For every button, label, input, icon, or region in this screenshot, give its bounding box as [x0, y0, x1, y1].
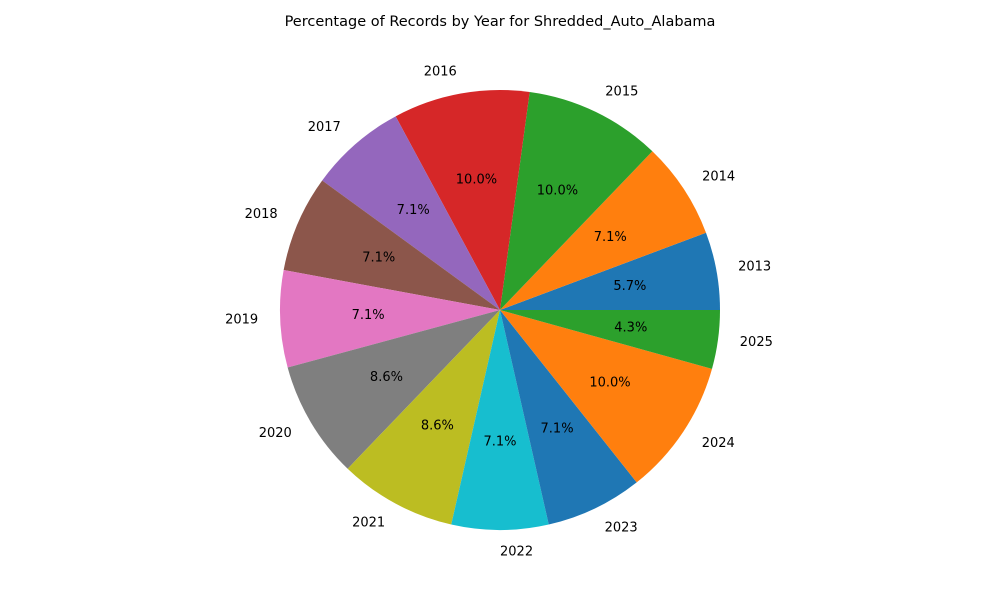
percent-label-2017: 7.1% — [397, 203, 430, 218]
percent-label-2013: 5.7% — [613, 279, 646, 294]
percent-labels: 5.7% 7.1% 10.0% 10.0% 7.1% 7.1% 7.1% 8.6% 8.6% 7.… — [352, 173, 648, 450]
percent-label-2021: 8.6% — [421, 419, 454, 434]
percent-label-2025: 4.3% — [614, 320, 647, 335]
pie-slice-2015 — [500, 92, 653, 310]
percent-label-2014: 7.1% — [594, 230, 627, 245]
percent-label-2022: 7.1% — [483, 435, 516, 450]
percent-label-2023: 7.1% — [541, 422, 574, 437]
pie-slice-2018 — [283, 180, 500, 310]
pie-slice-2020 — [287, 310, 500, 469]
pie-slice-2016 — [395, 89, 530, 310]
pie-slice-2022 — [451, 310, 549, 531]
pie-slices — [280, 89, 721, 531]
percent-label-2016: 10.0% — [456, 173, 497, 188]
pie-slice-2014 — [500, 151, 706, 310]
year-label-2021: 2021 — [352, 516, 385, 531]
year-label-2018: 2018 — [245, 207, 278, 222]
percent-label-2015: 10.0% — [537, 184, 578, 199]
pie-slice-2021 — [347, 310, 500, 525]
pie-slice-2013 — [500, 232, 720, 310]
year-label-2015: 2015 — [605, 85, 638, 100]
chart-title: Percentage of Records by Year for Shredd… — [285, 14, 716, 30]
pie-slice-2017 — [322, 116, 500, 310]
percent-label-2020: 8.6% — [370, 370, 403, 385]
year-label-2024: 2024 — [702, 436, 735, 451]
pie-slice-2019 — [280, 270, 500, 368]
year-label-2025: 2025 — [740, 335, 773, 350]
year-label-2016: 2016 — [424, 64, 457, 79]
percent-label-2018: 7.1% — [362, 250, 395, 265]
year-label-2013: 2013 — [738, 259, 771, 274]
year-label-2017: 2017 — [308, 120, 341, 135]
year-label-2020: 2020 — [259, 426, 292, 441]
year-label-2023: 2023 — [605, 521, 638, 536]
pie-slice-2023 — [500, 310, 637, 525]
year-labels: 2013 2014 2015 2016 2017 2018 2019 2020 2021 2022… — [225, 64, 773, 559]
pie-slice-2025 — [500, 310, 721, 369]
year-label-2019: 2019 — [225, 312, 258, 327]
percent-label-2019: 7.1% — [352, 308, 385, 323]
percent-label-2024: 10.0% — [589, 375, 630, 390]
pie-slice-2024 — [500, 310, 712, 483]
year-label-2014: 2014 — [702, 169, 735, 184]
year-label-2022: 2022 — [500, 545, 533, 560]
